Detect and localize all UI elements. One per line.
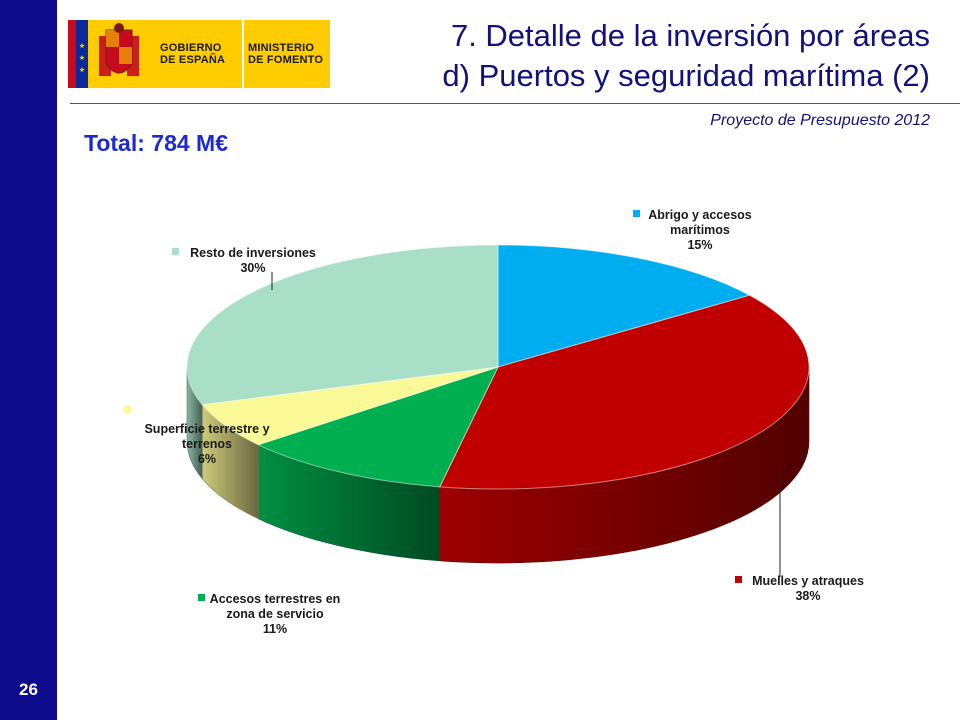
slice-value-accesos-terrestres-en-zona-de-servicio: 11% xyxy=(263,622,287,636)
legend-swatch-resto-de-inversiones xyxy=(172,248,179,255)
pie-tops xyxy=(187,245,809,489)
slice-value-abrigo-y-accesos-mar-timos: 15% xyxy=(687,238,712,252)
slice-name-resto-de-inversiones: Resto de inversiones xyxy=(190,246,316,260)
legend-swatch-accesos-terrestres-en-zona-de-servicio xyxy=(198,594,205,601)
slice-name-abrigo-y-accesos-mar-timos: Abrigo y accesos xyxy=(648,208,752,222)
slice-value-superficie-terrestre-y-terrenos: 6% xyxy=(198,452,216,466)
slice-name-accesos-terrestres-en-zona-de-servicio: Accesos terrestres en xyxy=(210,592,341,606)
slice-value-resto-de-inversiones: 30% xyxy=(240,261,265,275)
slice-value-muelles-y-atraques: 38% xyxy=(795,589,820,603)
legend-swatch-abrigo-y-accesos-mar-timos xyxy=(633,210,640,217)
slice-name-abrigo-y-accesos-mar-timos: marítimos xyxy=(670,223,730,237)
slice-name-accesos-terrestres-en-zona-de-servicio: zona de servicio xyxy=(226,607,324,621)
slice-name-muelles-y-atraques: Muelles y atraques xyxy=(752,574,864,588)
slice-name-superficie-terrestre-y-terrenos: terrenos xyxy=(182,437,232,451)
slice-name-superficie-terrestre-y-terrenos: Superficie terrestre y xyxy=(144,422,269,436)
legend-swatch-superficie-terrestre-y-terrenos xyxy=(124,406,131,413)
legend-swatch-muelles-y-atraques xyxy=(735,576,742,583)
